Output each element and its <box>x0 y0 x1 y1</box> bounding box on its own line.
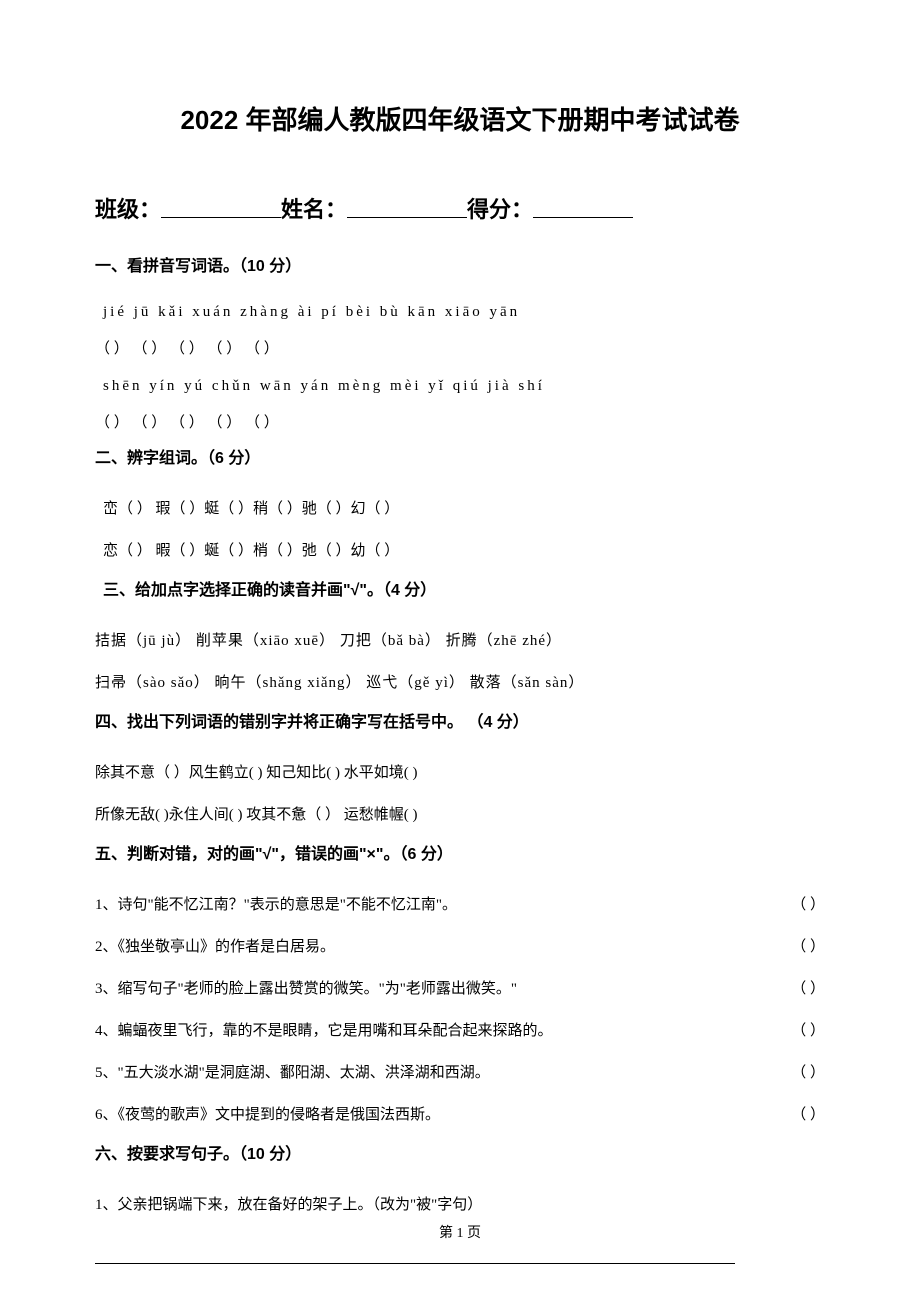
score-blank <box>533 198 633 218</box>
section5-item6-paren: （ ） <box>791 1094 825 1136</box>
section5-item4-paren: （ ） <box>791 1010 825 1052</box>
section5-item1-paren: （ ） <box>791 884 825 926</box>
page-footer: 第 1 页 <box>0 1222 920 1242</box>
section1-paren2: （ ） （ ） （ ） （ ） （ ） <box>95 407 825 440</box>
section5-item4: 4、蝙蝠夜里飞行，靠的不是眼睛，它是用嘴和耳朵配合起来探路的。 （ ） <box>95 1010 825 1052</box>
section5-item3-paren: （ ） <box>791 968 825 1010</box>
section3-row1: 拮据（jū jù） 削苹果（xiāo xuē） 刀把（bǎ bà） 折腾（zhē… <box>95 620 825 662</box>
section5-item3: 3、缩写句子"老师的脸上露出赞赏的微笑。"为"老师露出微笑。" （ ） <box>95 968 825 1010</box>
section5-item1: 1、诗句"能不忆江南？"表示的意思是"不能不忆江南"。 （ ） <box>95 884 825 926</box>
document-title: 2022 年部编人教版四年级语文下册期中考试试卷 <box>95 100 825 137</box>
section4-row2: 所像无敌( )永住人间( ) 攻其不惫（ ） 运愁帷幄( ) <box>95 794 825 836</box>
section6-q1: 1、父亲把锅端下来，放在备好的架子上。（改为"被"字句） <box>95 1184 825 1226</box>
section5-item2-text: 2、《独坐敬亭山》的作者是白居易。 <box>95 926 335 968</box>
section5-header: 五、判断对错，对的画"√"，错误的画"×"。（6 分） <box>95 840 825 864</box>
name-blank <box>347 198 467 218</box>
student-fields: 班级： 姓名： 得分： <box>95 192 825 224</box>
section1-pinyin1: jié jū kǎi xuán zhàng ài pí bèi bù kān x… <box>103 296 825 329</box>
section6-header: 六、按要求写句子。（10 分） <box>95 1140 825 1164</box>
class-label: 班级： <box>95 192 161 224</box>
section5-item4-text: 4、蝙蝠夜里飞行，靠的不是眼睛，它是用嘴和耳朵配合起来探路的。 <box>95 1010 553 1052</box>
section5-item6-text: 6、《夜莺的歌声》文中提到的侵略者是俄国法西斯。 <box>95 1094 440 1136</box>
section3-header: 三、给加点字选择正确的读音并画"√"。（4 分） <box>103 576 825 600</box>
section3-row2: 扫帚（sào sǎo） 晌午（shǎng xiǎng） 巡弋（gě yì） 散落… <box>95 662 825 704</box>
name-label: 姓名： <box>281 192 347 224</box>
section5-item1-text: 1、诗句"能不忆江南？"表示的意思是"不能不忆江南"。 <box>95 884 457 926</box>
section5-item2: 2、《独坐敬亭山》的作者是白居易。 （ ） <box>95 926 825 968</box>
section1-header: 一、看拼音写词语。（10 分） <box>95 252 825 276</box>
section5-item2-paren: （ ） <box>791 926 825 968</box>
section5-item5: 5、"五大淡水湖"是洞庭湖、鄱阳湖、太湖、洪泽湖和西湖。 （ ） <box>95 1052 825 1094</box>
section2-header: 二、辨字组词。（6 分） <box>95 444 825 468</box>
section5-item5-paren: （ ） <box>791 1052 825 1094</box>
section2-row2: 恋（ ） 暇（ ）蜒（ ）梢（ ）弛（ ）幼（ ） <box>103 530 825 572</box>
section1-pinyin2: shēn yín yú chǔn wān yán mèng mèi yǐ qiú… <box>103 370 825 403</box>
section5-item6: 6、《夜莺的歌声》文中提到的侵略者是俄国法西斯。 （ ） <box>95 1094 825 1136</box>
section4-row1: 除其不意（ ）风生鹤立( ) 知己知比( ) 水平如境( ) <box>95 752 825 794</box>
section5-item3-text: 3、缩写句子"老师的脸上露出赞赏的微笑。"为"老师露出微笑。" <box>95 968 517 1010</box>
section1-paren1: （ ） （ ） （ ） （ ） （ ） <box>95 333 825 366</box>
section5-item5-text: 5、"五大淡水湖"是洞庭湖、鄱阳湖、太湖、洪泽湖和西湖。 <box>95 1052 490 1094</box>
class-blank <box>161 198 281 218</box>
section2-row1: 峦（ ） 瑕（ ）蜓（ ）稍（ ）驰（ ）幻（ ） <box>103 488 825 530</box>
section4-header: 四、找出下列词语的错别字并将正确字写在括号中。 （4 分） <box>95 708 825 732</box>
score-label: 得分： <box>467 192 533 224</box>
